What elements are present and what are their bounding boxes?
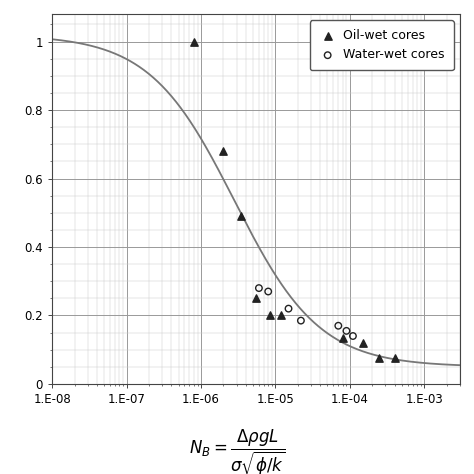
Water-wet cores	[264, 288, 272, 295]
Water-wet cores	[343, 327, 350, 335]
Text: $N_B = \dfrac{\Delta\rho g L}{\sigma\sqrt{\phi/k}}$: $N_B = \dfrac{\Delta\rho g L}{\sigma\sqr…	[189, 428, 285, 474]
Water-wet cores	[255, 284, 263, 292]
Water-wet cores	[297, 317, 305, 324]
Legend: Oil-wet cores, Water-wet cores: Oil-wet cores, Water-wet cores	[310, 20, 454, 70]
Oil-wet cores	[391, 355, 399, 362]
Water-wet cores	[335, 322, 342, 329]
Oil-wet cores	[190, 38, 198, 46]
Oil-wet cores	[339, 334, 346, 342]
Water-wet cores	[349, 332, 357, 340]
Oil-wet cores	[219, 147, 227, 155]
Oil-wet cores	[277, 312, 285, 319]
Oil-wet cores	[266, 312, 274, 319]
Water-wet cores	[285, 305, 292, 312]
Oil-wet cores	[252, 294, 260, 302]
Oil-wet cores	[376, 355, 383, 362]
Oil-wet cores	[359, 339, 367, 346]
Oil-wet cores	[237, 212, 245, 220]
